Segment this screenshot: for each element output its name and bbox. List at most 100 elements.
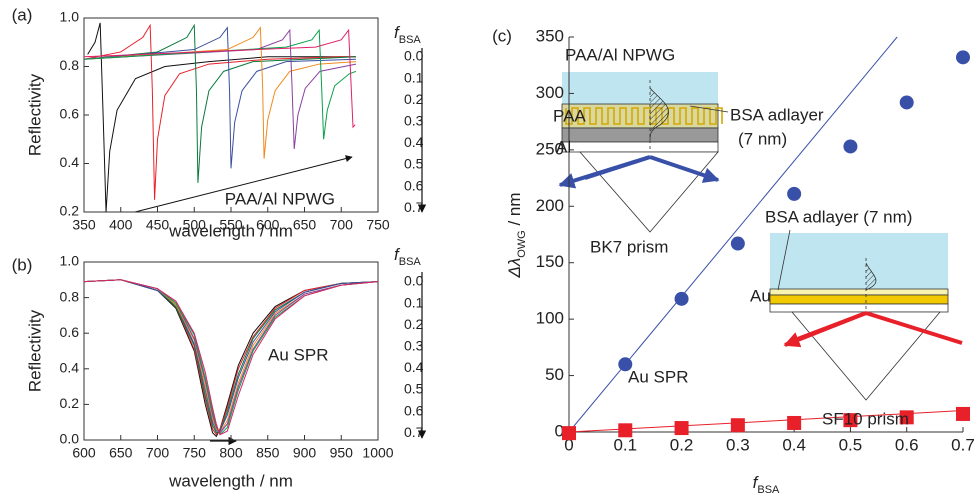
y-tick-label: 150 <box>536 252 564 271</box>
y-tick-label: 200 <box>536 196 564 215</box>
x-tick-label: 950 <box>330 445 354 461</box>
legend-entry: 0.6 <box>404 402 424 418</box>
x-tick-label: 500 <box>183 217 207 233</box>
point <box>618 357 633 372</box>
y-axis-label: Reflectivity <box>25 73 44 156</box>
legend-entry: 0.1 <box>404 294 424 310</box>
x-tick-label: 0.4 <box>782 435 806 454</box>
y-tick-label: 300 <box>536 83 564 102</box>
x-axis-label: wavelength / nm <box>168 221 293 240</box>
legend-entry: 0.2 <box>404 316 424 332</box>
legend-entry: 0.0 <box>404 273 424 289</box>
y-tick-label: 1.0 <box>60 253 80 269</box>
point <box>674 421 689 436</box>
y-tick-label: 0.6 <box>60 106 80 122</box>
point <box>899 95 914 110</box>
annotation: Au <box>750 286 771 305</box>
point <box>843 413 858 428</box>
annotation: (7 nm) <box>738 129 787 148</box>
y-tick-label: 50 <box>545 365 564 384</box>
legend-entry: 0.7 <box>404 199 424 215</box>
y-tick-label: 0.2 <box>60 395 80 411</box>
y-tick-label: 0.8 <box>60 288 80 304</box>
x-tick-label: 850 <box>256 445 280 461</box>
y-tick-label: 0.4 <box>60 154 80 170</box>
x-tick-label: 0.6 <box>895 435 919 454</box>
x-tick-label: 1000 <box>362 445 393 461</box>
legend-entry: 0.4 <box>404 134 424 150</box>
legend-entry: 0.6 <box>404 177 424 193</box>
x-tick-label: 600 <box>256 217 280 233</box>
x-tick-label: 750 <box>183 445 207 461</box>
series-line <box>83 279 379 438</box>
series-line <box>83 279 379 434</box>
annotation: Au SPR <box>268 345 328 364</box>
y-axis-label: ΔλOWG / nm <box>505 192 527 278</box>
x-tick-label: 0.1 <box>613 435 637 454</box>
annotation: Al <box>556 137 571 156</box>
y-tick-label: 100 <box>536 309 564 328</box>
point <box>899 410 914 425</box>
x-tick-label: 0 <box>564 435 573 454</box>
series-line <box>83 279 379 434</box>
waveguide-inset <box>558 72 729 233</box>
x-tick-label: 800 <box>219 445 243 461</box>
y-tick-label: 0.2 <box>60 203 80 219</box>
annotation: BSA adlayer <box>730 105 824 124</box>
legend-entry: 0.2 <box>404 91 424 107</box>
legend-title: fBSA <box>394 23 421 45</box>
plot-frame <box>83 261 379 441</box>
legend-entry: 0.4 <box>404 359 424 375</box>
x-tick-label: 650 <box>109 445 133 461</box>
series-line <box>83 279 379 436</box>
legend-entry: 0.3 <box>404 113 424 129</box>
annotation: Au SPR <box>628 367 688 386</box>
annotation: PAA/Al NPWG <box>225 189 335 208</box>
legend-entry: 0.5 <box>404 156 424 172</box>
x-tick-label: 0.3 <box>726 435 750 454</box>
x-axis-label-sub: BSA <box>757 484 780 495</box>
point <box>730 418 745 433</box>
series-line <box>83 28 357 150</box>
point <box>956 50 970 65</box>
series-line <box>83 23 356 200</box>
y-tick-label: 0 <box>555 421 564 440</box>
y-tick-label: 0.8 <box>60 57 80 73</box>
x-tick-label: 0.5 <box>839 435 863 454</box>
annotation: SF10 prism <box>822 409 909 428</box>
point <box>674 291 689 306</box>
y-tick-label: 0.0 <box>60 431 80 447</box>
y-tick-label: 350 <box>536 26 564 45</box>
x-tick-label: 400 <box>109 217 133 233</box>
x-tick-label: 450 <box>146 217 170 233</box>
point <box>562 426 576 441</box>
legend-entry: 0.1 <box>404 69 424 85</box>
annotation: BK7 prism <box>590 237 668 256</box>
legend-entry: 0.7 <box>404 424 424 440</box>
y-axis-label-sub: OWG <box>516 230 528 258</box>
x-tick-label: 700 <box>330 217 354 233</box>
x-axis-label-main: f <box>753 473 760 492</box>
point <box>787 415 802 430</box>
legend-title-main: f <box>394 23 401 42</box>
series-line <box>87 22 356 213</box>
point <box>956 406 970 421</box>
series-line <box>83 26 356 169</box>
x-tick-label: 700 <box>146 445 170 461</box>
annotation: PAA/Al NPWG <box>565 45 675 64</box>
legend-entry: 0.3 <box>404 338 424 354</box>
x-axis-label: wavelength / nm <box>168 471 293 490</box>
legend-entry: 0.5 <box>404 381 424 397</box>
y-tick-label: 0.4 <box>60 360 80 376</box>
fit-line <box>568 410 964 433</box>
annotation: BSA adlayer (7 nm) <box>765 207 912 226</box>
x-tick-label: 0.2 <box>670 435 694 454</box>
point <box>787 186 802 201</box>
legend-entry: 0.0 <box>404 48 424 64</box>
legend-title-main: f <box>394 245 401 264</box>
panel-label: (b) <box>12 255 33 274</box>
y-axis-label-main: Δλ <box>505 258 524 279</box>
panel-label: (a) <box>12 5 33 24</box>
x-tick-label: 350 <box>72 217 96 233</box>
